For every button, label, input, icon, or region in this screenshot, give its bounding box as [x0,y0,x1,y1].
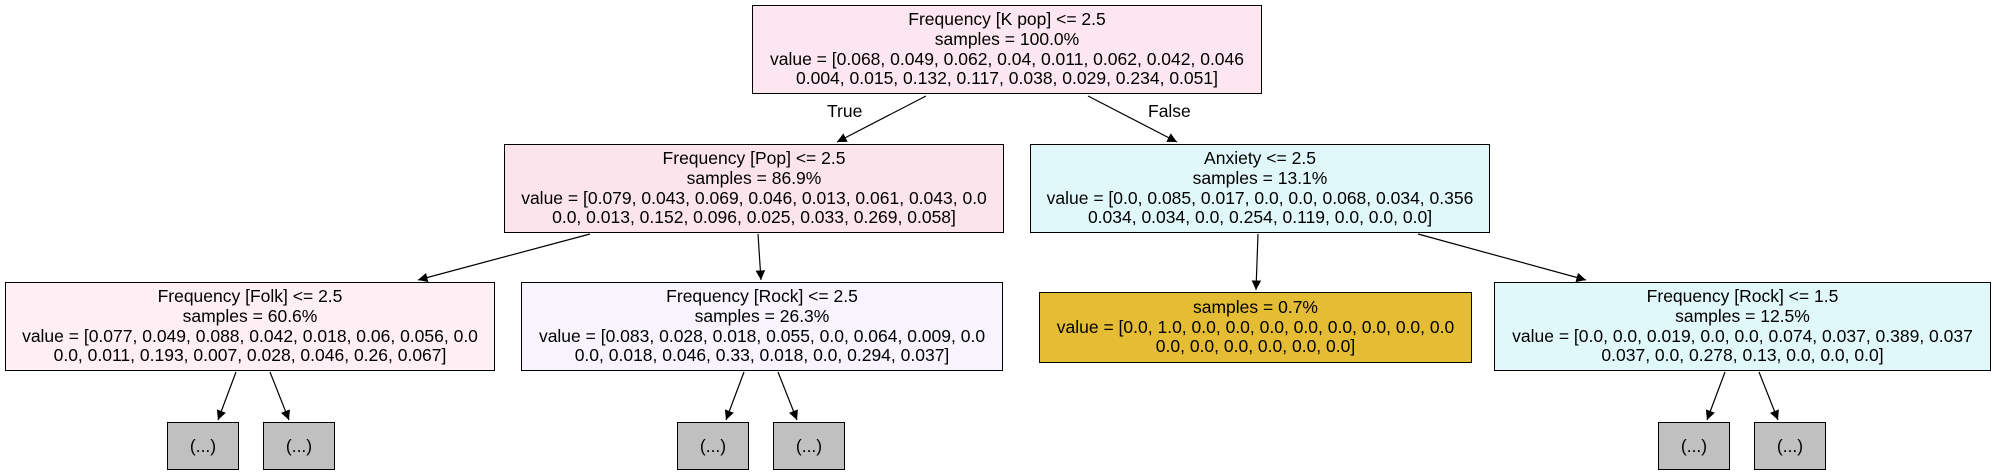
node-line-value: value = [0.0, 1.0, 0.0, 0.0, 0.0, 0.0, 0… [1056,316,1455,337]
node-frequency-rock-2: Frequency [Rock] <= 1.5 samples = 12.5% … [1494,282,1991,371]
node-line-samples: samples = 86.9% [686,167,822,188]
edge-root-n1 [836,95,927,143]
node-line-value: value = [0.068, 0.049, 0.062, 0.04, 0.01… [769,48,1245,69]
truncated-node: (...) [677,422,749,470]
truncated-node: (...) [1658,422,1730,470]
edge-n1-n4 [755,233,766,281]
node-frequency-folk: Frequency [Folk] <= 2.5 samples = 60.6% … [5,282,495,371]
node-leaf: samples = 0.7% value = [0.0, 1.0, 0.0, 0… [1039,292,1472,363]
truncated-node: (...) [1754,422,1826,470]
truncated-node: (...) [773,422,845,470]
node-line-value: value = [0.083, 0.028, 0.018, 0.055, 0.0… [538,325,986,346]
node-line-value: value = [0.077, 0.049, 0.088, 0.042, 0.0… [22,325,478,346]
node-anxiety: Anxiety <= 2.5 samples = 13.1% value = [… [1030,144,1490,233]
node-line-value-cont: 0.0, 0.011, 0.193, 0.007, 0.028, 0.046, … [53,345,447,366]
node-line-samples: samples = 0.7% [1193,296,1318,317]
edge-n2-n5 [1251,233,1262,291]
node-frequency-pop: Frequency [Pop] <= 2.5 samples = 86.9% v… [504,144,1004,233]
node-line-samples: samples = 26.3% [694,305,830,326]
node-line-value: value = [0.0, 0.0, 0.019, 0.0, 0.0, 0.07… [1512,325,1973,346]
node-line-split: Frequency [Folk] <= 2.5 [157,285,343,306]
node-frequency-rock-1: Frequency [Rock] <= 2.5 samples = 26.3% … [521,282,1003,371]
edge-n6-e5 [1705,371,1726,421]
node-line-value: value = [0.0, 0.085, 0.017, 0.0, 0.0, 0.… [1046,187,1474,208]
node-line-value-cont: 0.004, 0.015, 0.132, 0.117, 0.038, 0.029… [796,68,1218,89]
node-line-value-cont: 0.0, 0.013, 0.152, 0.096, 0.025, 0.033, … [552,207,956,228]
node-line-value-cont: 0.0, 0.0, 0.0, 0.0, 0.0, 0.0] [1155,336,1356,357]
node-line-split: Frequency [Rock] <= 2.5 [666,285,858,306]
truncated-node: (...) [167,422,239,470]
edge-n3-e2 [269,371,290,421]
edge-n2-n6 [1417,233,1587,283]
node-line-split: Frequency [K pop] <= 2.5 [908,8,1106,29]
edge-n4-e4 [777,371,798,421]
edge-n6-e6 [1758,371,1779,421]
node-line-samples: samples = 100.0% [934,28,1080,49]
node-line-split: Frequency [Pop] <= 2.5 [662,147,846,168]
node-line-value-cont: 0.034, 0.034, 0.0, 0.254, 0.119, 0.0, 0.… [1087,207,1433,228]
node-line-split: Anxiety <= 2.5 [1204,147,1316,168]
edge-n3-e1 [216,371,237,421]
node-line-samples: samples = 13.1% [1192,167,1328,188]
node-line-value-cont: 0.0, 0.018, 0.046, 0.33, 0.018, 0.0, 0.2… [574,345,950,366]
edge-root-n2 [1087,95,1178,143]
edge-n4-e3 [724,371,745,421]
node-line-samples: samples = 60.6% [182,305,318,326]
edge-label-false: False [1148,101,1191,121]
node-line-samples: samples = 12.5% [1675,305,1810,326]
node-line-split: Frequency [Rock] <= 1.5 [1646,285,1839,306]
node-line-value-cont: 0.037, 0.0, 0.278, 0.13, 0.0, 0.0, 0.0] [1601,345,1884,366]
edge-n1-n3 [417,233,591,283]
node-line-value: value = [0.079, 0.043, 0.069, 0.046, 0.0… [521,187,987,208]
node-root: Frequency [K pop] <= 2.5 samples = 100.0… [752,5,1262,94]
truncated-node: (...) [263,422,335,470]
edge-label-true: True [827,101,863,121]
